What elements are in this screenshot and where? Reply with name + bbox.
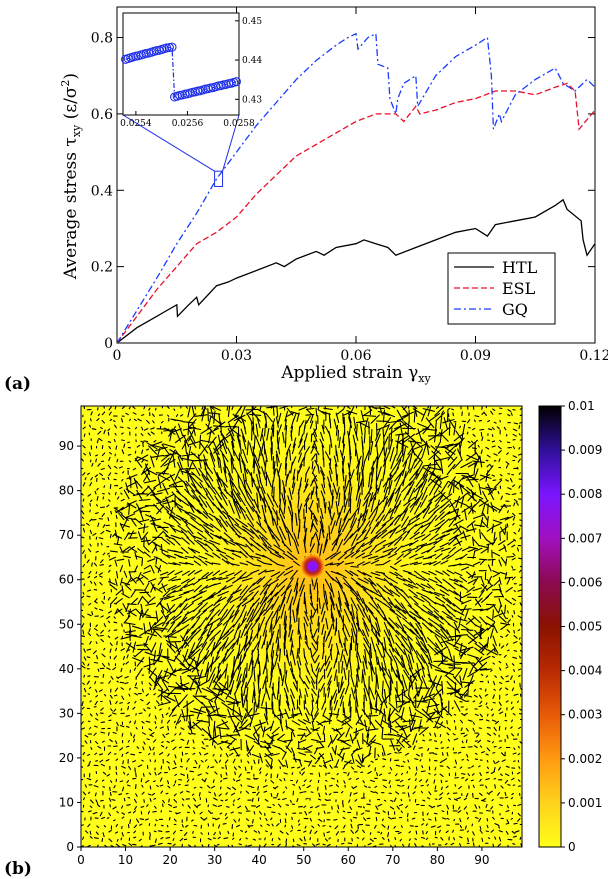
inset-x-tick-label: 0.0254 [120,119,152,129]
series-htl-line [117,198,595,343]
inset-y-tick-label: 0.45 [242,17,262,27]
colorbar-tick-label: 0 [568,840,576,854]
inset-x-tick-label: 0.0256 [172,119,204,129]
inset-point [167,42,177,52]
x-tick-label-b: 60 [341,853,356,867]
y-axis-label-a: Average stress τxy (ε/σ2) [59,73,83,280]
colorbar-tick-label: 0.005 [568,620,602,634]
x-tick-label-b: 90 [474,853,489,867]
x-tick-label-b: 0 [77,853,85,867]
x-tick-label-a: 0.12 [579,348,608,364]
y-tick-label-b: 40 [59,662,74,676]
panel-label-b: (b) [4,859,32,879]
y-tick-label-a: 0.2 [91,260,113,276]
y-tick-label-b: 30 [59,706,74,720]
x-tick-label-a: 0.06 [340,348,371,364]
axis-a-ticks: 0 0.03 0.06 0.09 0.12 0 0.2 0.4 0.6 0.8 [91,7,608,364]
x-tick-label-a: 0.03 [221,348,252,364]
legend-label-esl: ESL [502,279,536,298]
strain-hotspot-core [307,561,318,572]
legend: HTL ESL GQ [447,252,556,325]
panel-b-heatmap: 0 10 20 30 40 50 60 70 80 90 0 10 20 30 40 50 60 70 80 90 0… [4,399,602,879]
legend-label-htl: HTL [502,258,538,277]
y-tick-label-a: 0.6 [91,107,113,123]
series-a-lines [117,32,595,343]
x-tick-label-b: 20 [162,853,177,867]
y-tick-label-b: 10 [59,795,74,809]
colorbar-tick-label: 0.008 [568,487,602,501]
colorbar-tick-label: 0.004 [568,664,602,678]
inset-chart: 0.0254 0.0256 0.0258 0.43 0.44 0.45 [120,12,262,129]
legend-label-gq: GQ [502,300,528,319]
colorbar-tick-label: 0.01 [568,399,595,413]
zoom-connector-line [122,114,215,172]
x-tick-label-a: 0 [113,348,122,364]
x-tick-label-b: 40 [252,853,267,867]
y-tick-label-a: 0.8 [91,31,113,47]
y-tick-label-b: 50 [59,617,74,631]
inset-x-tick-label: 0.0258 [223,119,255,129]
y-tick-label-b: 70 [59,528,74,542]
colorbar-tick-label: 0.001 [568,796,602,810]
zoom-region-box [214,170,224,187]
x-tick-label-b: 30 [207,853,222,867]
panel-label-a: (a) [4,374,31,394]
colorbar-ticks: 0 0.001 0.002 0.003 0.004 0.005 0.006 0.007 0.00… [561,399,602,854]
colorbar-tick-label: 0.007 [568,531,602,545]
inset-y-tick-label: 0.44 [242,56,262,66]
heatmap-frame [80,405,523,848]
y-tick-label-a: 0.4 [91,183,113,199]
series-esl-line [117,82,595,343]
inset-point [231,77,241,87]
y-tick-label-b: 0 [66,840,74,854]
y-tick-label-b: 80 [59,484,74,498]
y-tick-label-b: 20 [59,751,74,765]
colorbar-tick-label: 0.002 [568,752,602,766]
colorbar-tick-label: 0.006 [568,575,602,589]
x-tick-label-b: 80 [430,853,445,867]
x-tick-label-b: 10 [118,853,133,867]
colorbar-tick-label: 0.009 [568,443,602,457]
axis-b-ticks: 0 10 20 30 40 50 60 70 80 90 0 10 20 30 40 50 60 70 80 90 [59,439,490,867]
y-tick-label-a: 0 [104,336,113,352]
x-tick-label-b: 70 [385,853,400,867]
colorbar [538,405,562,848]
x-axis-label-a: Applied strain γxy [280,363,431,385]
inset-y-tick-label: 0.43 [242,95,262,105]
y-tick-label-b: 60 [59,573,74,587]
colorbar-tick-label: 0.003 [568,708,602,722]
x-tick-label-a: 0.09 [460,348,491,364]
zoom-connector-line [222,114,240,172]
y-tick-label-b: 90 [59,439,74,453]
x-tick-label-b: 50 [296,853,311,867]
series-gq-line [117,32,595,343]
inset-zoom-indicator [122,114,240,187]
